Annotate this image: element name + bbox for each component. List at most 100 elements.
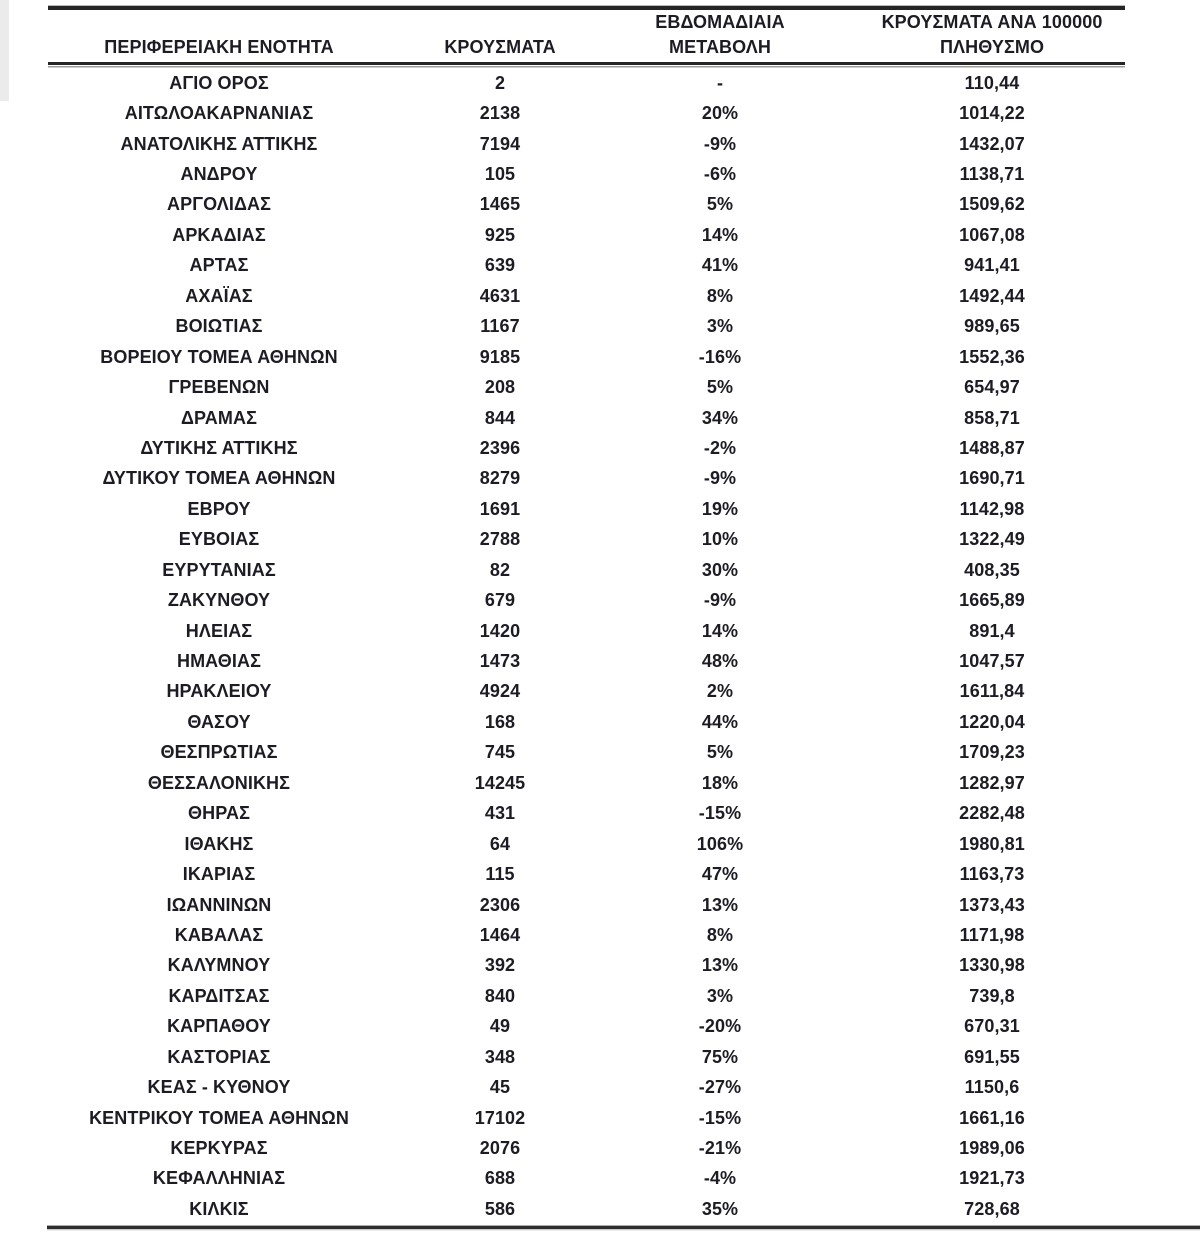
region-cell: ΙΚΑΡΙΑΣ xyxy=(182,864,256,885)
change-cell: 3% xyxy=(706,985,734,1006)
region-cell: ΙΩΑΝΝΙΝΩΝ xyxy=(166,894,272,915)
change-cell: 14% xyxy=(701,620,739,641)
cases-cell: 679 xyxy=(484,590,516,611)
cases-cell: 348 xyxy=(484,1046,516,1067)
table-row: ΔΥΤΙΚΗΣ ΑΤΤΙΚΗΣ 2396 -2% 1488,87 xyxy=(48,433,1125,463)
region-cell: ΑΧΑΪΑΣ xyxy=(185,285,253,306)
column-header-weekly-change: ΕΒΔΟΜΑΔΙΑΙΑ ΜΕΤΑΒΟΛΗ xyxy=(610,10,830,62)
cases-cell: 82 xyxy=(489,559,511,580)
table-row: ΚΕΝΤΡΙΚΟΥ ΤΟΜΕΑ ΑΘΗΝΩΝ 17102 -15% 1661,1… xyxy=(48,1103,1125,1133)
change-cell: -15% xyxy=(698,1107,742,1128)
table-row: ΑΡΚΑΔΙΑΣ 925 14% 1067,08 xyxy=(48,220,1125,250)
cases-cell: 688 xyxy=(484,1168,516,1189)
change-cell: -2% xyxy=(703,437,737,458)
change-cell: 34% xyxy=(701,407,739,428)
table-header-row: ΠΕΡΙΦΕΡΕΙΑΚΗ ΕΝΟΤΗΤΑ ΚΡΟΥΣΜΑΤΑ ΕΒΔΟΜΑΔΙΑ… xyxy=(48,10,1125,62)
table-row: ΔΥΤΙΚΟΥ ΤΟΜΕΑ ΑΘΗΝΩΝ 8279 -9% 1690,71 xyxy=(48,464,1125,494)
cases-cell: 168 xyxy=(484,711,516,732)
cases-cell: 392 xyxy=(484,955,516,976)
change-cell: 18% xyxy=(701,772,739,793)
cases-cell: 4631 xyxy=(479,285,521,306)
rate-cell: 654,97 xyxy=(964,377,1020,398)
cases-cell: 2396 xyxy=(479,437,521,458)
table-row: ΕΥΒΟΙΑΣ 2788 10% 1322,49 xyxy=(48,525,1125,555)
column-header-line: ΠΕΡΙΦΕΡΕΙΑΚΗ ΕΝΟΤΗΤΑ xyxy=(104,37,334,57)
rate-cell: 1509,62 xyxy=(959,194,1025,215)
rate-cell: 1142,98 xyxy=(959,498,1025,519)
column-header-line: ΜΕΤΑΒΟΛΗ xyxy=(669,37,771,57)
change-cell: 5% xyxy=(706,377,734,398)
column-header-line: ΚΡΟΥΣΜΑΤΑ ΑΝΑ 100000 xyxy=(881,12,1103,32)
rate-cell: 1150,6 xyxy=(964,1077,1020,1098)
column-header-region: ΠΕΡΙΦΕΡΕΙΑΚΗ ΕΝΟΤΗΤΑ xyxy=(48,10,390,62)
region-cell: ΒΟΙΩΤΙΑΣ xyxy=(175,316,263,337)
region-cell: ΚΑΛΥΜΝΟΥ xyxy=(167,955,271,976)
table-row: ΑΙΤΩΛΟΑΚΑΡΝΑΝΙΑΣ 2138 20% 1014,22 xyxy=(48,98,1125,128)
region-cell: ΚΕΡΚΥΡΑΣ xyxy=(170,1138,268,1159)
region-cell: ΚΙΛΚΙΣ xyxy=(189,1198,249,1219)
region-cell: ΕΒΡΟΥ xyxy=(187,498,251,519)
change-cell: 19% xyxy=(701,498,739,519)
table-row: ΕΒΡΟΥ 1691 19% 1142,98 xyxy=(48,494,1125,524)
change-cell: -9% xyxy=(703,468,737,489)
rate-cell: 110,44 xyxy=(964,72,1020,93)
cases-cell: 2306 xyxy=(479,894,521,915)
table-header-rule xyxy=(48,62,1125,68)
rate-cell: 408,35 xyxy=(964,559,1020,580)
change-cell: 106% xyxy=(696,833,744,854)
cases-cell: 8279 xyxy=(479,468,521,489)
change-cell: -6% xyxy=(703,164,737,185)
rate-cell: 1373,43 xyxy=(959,894,1025,915)
table-row: ΕΥΡΥΤΑΝΙΑΣ 82 30% 408,35 xyxy=(48,555,1125,585)
table-row: ΑΓΙΟ ΟΡΟΣ 2 - 110,44 xyxy=(48,68,1125,98)
rate-cell: 1552,36 xyxy=(959,346,1025,367)
region-cell: ΚΑΒΑΛΑΣ xyxy=(174,924,264,945)
rate-cell: 1611,84 xyxy=(959,681,1025,702)
change-cell: 14% xyxy=(701,224,739,245)
change-cell: 10% xyxy=(701,529,739,550)
cases-cell: 840 xyxy=(484,985,516,1006)
cases-cell: 2 xyxy=(494,72,506,93)
rate-cell: 1220,04 xyxy=(959,711,1025,732)
column-header-line: ΠΛΗΘΥΣΜΟ xyxy=(939,37,1045,57)
region-cell: ΗΡΑΚΛΕΙΟΥ xyxy=(166,681,272,702)
region-cell: ΕΥΒΟΙΑΣ xyxy=(178,529,260,550)
region-cell: ΑΡΓΟΛΙΔΑΣ xyxy=(167,194,271,215)
cases-cell: 17102 xyxy=(474,1107,526,1128)
cases-cell: 2788 xyxy=(479,529,521,550)
table-row: ΘΑΣΟΥ 168 44% 1220,04 xyxy=(48,707,1125,737)
change-cell: 3% xyxy=(706,316,734,337)
rate-cell: 1665,89 xyxy=(959,590,1025,611)
table-row: ΚΕΦΑΛΛΗΝΙΑΣ 688 -4% 1921,73 xyxy=(48,1164,1125,1194)
cases-cell: 9185 xyxy=(479,346,521,367)
region-cell: ΕΥΡΥΤΑΝΙΑΣ xyxy=(162,559,276,580)
region-cell: ΚΕΑΣ - ΚΥΘΝΟΥ xyxy=(147,1077,291,1098)
cases-cell: 745 xyxy=(484,742,516,763)
table-row: ΚΕΑΣ - ΚΥΘΝΟΥ 45 -27% 1150,6 xyxy=(48,1072,1125,1102)
cases-cell: 45 xyxy=(489,1077,511,1098)
change-cell: -21% xyxy=(698,1138,742,1159)
region-cell: ΓΡΕΒΕΝΩΝ xyxy=(168,377,270,398)
cases-cell: 1167 xyxy=(480,316,520,337)
cases-cell: 1420 xyxy=(479,620,521,641)
cases-cell: 844 xyxy=(484,407,516,428)
change-cell: 47% xyxy=(701,864,739,885)
table-row: ΙΚΑΡΙΑΣ 115 47% 1163,73 xyxy=(48,859,1125,889)
rate-cell: 1980,81 xyxy=(959,833,1025,854)
cases-cell: 639 xyxy=(484,255,516,276)
column-header-cases: ΚΡΟΥΣΜΑΤΑ xyxy=(390,10,610,62)
table-bottom-rule xyxy=(47,1225,1200,1231)
region-cell: ΚΕΝΤΡΙΚΟΥ ΤΟΜΕΑ ΑΘΗΝΩΝ xyxy=(89,1107,349,1128)
rate-cell: 1989,06 xyxy=(959,1138,1025,1159)
cases-by-regional-unit-table: ΠΕΡΙΦΕΡΕΙΑΚΗ ΕΝΟΤΗΤΑ ΚΡΟΥΣΜΑΤΑ ΕΒΔΟΜΑΔΙΑ… xyxy=(48,5,1125,1225)
table-row: ΚΑΡΔΙΤΣΑΣ 840 3% 739,8 xyxy=(48,981,1125,1011)
cases-cell: 431 xyxy=(484,803,516,824)
rate-cell: 1488,87 xyxy=(959,437,1025,458)
region-cell: ΙΘΑΚΗΣ xyxy=(184,833,254,854)
rate-cell: 670,31 xyxy=(964,1016,1020,1037)
change-cell: -20% xyxy=(698,1016,742,1037)
column-header-cases-per-100000: ΚΡΟΥΣΜΑΤΑ ΑΝΑ 100000 ΠΛΗΘΥΣΜΟ xyxy=(830,10,1125,62)
region-cell: ΑΡΚΑΔΙΑΣ xyxy=(172,224,266,245)
rate-cell: 2282,48 xyxy=(959,803,1025,824)
cases-cell: 1464 xyxy=(479,924,521,945)
